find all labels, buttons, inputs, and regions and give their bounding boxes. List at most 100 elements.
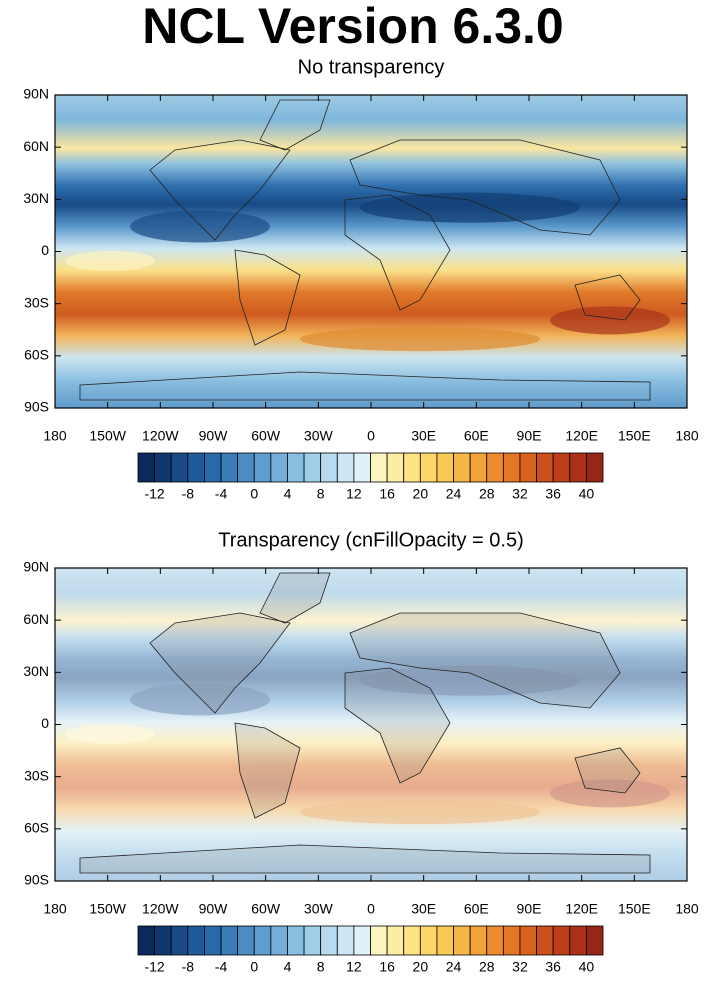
colorbar-box xyxy=(453,925,471,956)
colorbar-box xyxy=(137,452,156,483)
colorbar-label: -12 xyxy=(144,486,164,502)
colorbar-box xyxy=(469,452,488,483)
colorbar-box xyxy=(552,452,571,483)
x-tick-label: 30W xyxy=(304,428,334,444)
colorbar-box xyxy=(569,452,587,483)
colorbar-box xyxy=(536,452,554,483)
y-tick-label: 30N xyxy=(23,663,49,679)
colorbar-box xyxy=(486,925,504,956)
colorbar-box xyxy=(436,925,454,956)
y-tick-label: 0 xyxy=(41,715,49,731)
x-tick-label: 180 xyxy=(675,428,699,444)
x-tick-label: 90E xyxy=(517,428,542,444)
x-tick-label: 180 xyxy=(43,901,67,917)
colorbar-label: 0 xyxy=(250,959,258,975)
colorbar-box xyxy=(270,925,288,956)
coastline xyxy=(234,249,301,346)
x-tick-label: 60W xyxy=(251,901,281,917)
colorbar-box xyxy=(585,925,604,956)
x-tick-label: 120E xyxy=(565,901,598,917)
colorbar-box xyxy=(353,925,371,956)
coastline xyxy=(234,722,301,819)
x-tick-label: 60E xyxy=(464,901,489,917)
colorbar-label: 12 xyxy=(346,959,362,975)
colorbar-label: 36 xyxy=(545,959,561,975)
colorbar-label: -8 xyxy=(182,959,195,975)
colorbar-box xyxy=(585,452,604,483)
colorbar-box xyxy=(386,925,405,956)
field-blob xyxy=(360,665,580,696)
colorbar-label: 24 xyxy=(446,486,462,502)
x-tick-label: 120W xyxy=(142,428,179,444)
colorbar-box xyxy=(137,925,156,956)
y-tick-label: 30S xyxy=(24,767,49,783)
y-tick-label: 90N xyxy=(23,559,49,575)
colorbar-box xyxy=(237,452,255,483)
coastline xyxy=(79,844,651,874)
colorbar-box xyxy=(403,452,421,483)
colorbar-box xyxy=(287,452,305,483)
colorbar-box xyxy=(253,452,272,483)
colorbar-label: -4 xyxy=(215,959,228,975)
coastline xyxy=(574,747,641,794)
x-tick-label: 180 xyxy=(675,901,699,917)
colorbar-label: 20 xyxy=(413,959,429,975)
field-blob xyxy=(130,683,270,716)
x-tick-label: 30W xyxy=(304,901,334,917)
coastline xyxy=(344,667,451,784)
colorbar-label: 12 xyxy=(346,486,362,502)
colorbar-label: 28 xyxy=(479,486,495,502)
colorbar-box xyxy=(502,925,521,956)
colorbar-box xyxy=(370,925,388,956)
colorbar-box xyxy=(419,452,438,483)
colorbar-label: 24 xyxy=(446,959,462,975)
colorbar-box xyxy=(336,452,355,483)
y-tick-label: 90S xyxy=(24,399,49,415)
y-tick-label: 90S xyxy=(24,872,49,888)
colorbar-box xyxy=(187,925,205,956)
colorbar-box xyxy=(370,452,388,483)
contour-fill xyxy=(55,568,687,881)
colorbar-box xyxy=(154,452,172,483)
colorbar-box xyxy=(519,452,537,483)
colorbar-box xyxy=(469,925,488,956)
coastline xyxy=(349,612,621,709)
zonal-field xyxy=(55,568,687,881)
page-title: NCL Version 6.3.0 xyxy=(142,0,563,54)
colorbar-box xyxy=(569,925,587,956)
y-tick-label: 30S xyxy=(24,294,49,310)
colorbar-label: 8 xyxy=(317,486,325,502)
contour-fill xyxy=(55,95,687,408)
zonal-field xyxy=(55,95,687,408)
colorbar-label: 8 xyxy=(317,959,325,975)
x-tick-label: 120E xyxy=(565,428,598,444)
y-tick-label: 60S xyxy=(24,347,49,363)
y-tick-label: 30N xyxy=(23,190,49,206)
field-blob xyxy=(550,306,670,335)
x-tick-label: 120W xyxy=(142,901,179,917)
coastline xyxy=(79,371,651,401)
colorbar-label: -12 xyxy=(144,959,164,975)
colorbar-box xyxy=(453,452,471,483)
coastline xyxy=(149,612,291,714)
x-tick-label: 60E xyxy=(464,428,489,444)
panel-subtitle: Transparency (cnFillOpacity = 0.5) xyxy=(218,529,523,551)
colorbar-label: 20 xyxy=(413,486,429,502)
colorbar-label: 4 xyxy=(284,959,292,975)
colorbar-box xyxy=(320,925,338,956)
colorbar-box xyxy=(336,925,355,956)
colorbar-box xyxy=(220,452,239,483)
colorbar-box xyxy=(353,452,371,483)
colorbar-box xyxy=(220,925,239,956)
field-blob xyxy=(550,779,670,808)
y-tick-label: 60N xyxy=(23,138,49,154)
colorbar-box xyxy=(502,452,521,483)
colorbar-box xyxy=(237,925,255,956)
x-tick-label: 0 xyxy=(367,428,375,444)
colorbar-label: 40 xyxy=(579,486,595,502)
x-tick-label: 60W xyxy=(251,428,281,444)
field-blob xyxy=(65,723,155,744)
x-tick-label: 0 xyxy=(367,901,375,917)
colorbar-label: 40 xyxy=(579,959,595,975)
y-tick-label: 90N xyxy=(23,86,49,102)
